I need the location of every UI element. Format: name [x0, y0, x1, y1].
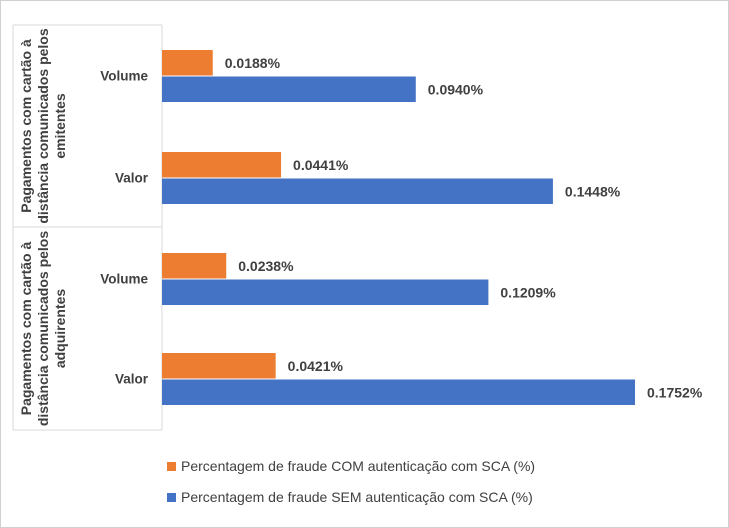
bar	[162, 253, 227, 279]
data-label: 0.0238%	[238, 258, 294, 274]
bar	[162, 178, 553, 204]
category-label: Valor	[115, 171, 149, 186]
legend-entry: Percentagem de fraude COM autenticação c…	[181, 458, 535, 474]
legend-entry: Percentagem de fraude SEM autenticação c…	[181, 489, 533, 505]
data-label: 0.0421%	[288, 358, 344, 374]
data-label: 0.1752%	[647, 384, 703, 400]
data-label: 0.1448%	[565, 183, 621, 199]
group-label-line: Pagamentos com cartão à	[18, 242, 34, 416]
bar	[162, 379, 635, 405]
group-label-line: Pagamentos com cartão à	[18, 39, 34, 213]
group-label: Pagamentos com cartão àdistância comunic…	[18, 28, 68, 223]
data-label: 0.0441%	[293, 157, 349, 173]
legend-swatch	[167, 493, 176, 502]
bar	[162, 279, 489, 305]
bar	[162, 50, 213, 76]
category-label: Volume	[100, 69, 148, 84]
bar	[162, 76, 416, 102]
data-label: 0.0188%	[225, 55, 281, 71]
category-label: Volume	[100, 272, 148, 287]
group-label-line: distância comunicados pelos	[35, 28, 51, 223]
data-label: 0.0940%	[428, 81, 484, 97]
bar	[162, 353, 276, 379]
group-label-line: adquirentes	[52, 289, 68, 369]
group-label-line: emitentes	[52, 93, 68, 159]
legend-swatch	[167, 462, 176, 471]
category-label: Valor	[115, 372, 149, 387]
bar	[162, 152, 282, 178]
group-label: Pagamentos com cartão àdistância comunic…	[18, 231, 68, 426]
data-label: 0.1209%	[500, 284, 556, 300]
group-label-line: distância comunicados pelos	[35, 231, 51, 426]
